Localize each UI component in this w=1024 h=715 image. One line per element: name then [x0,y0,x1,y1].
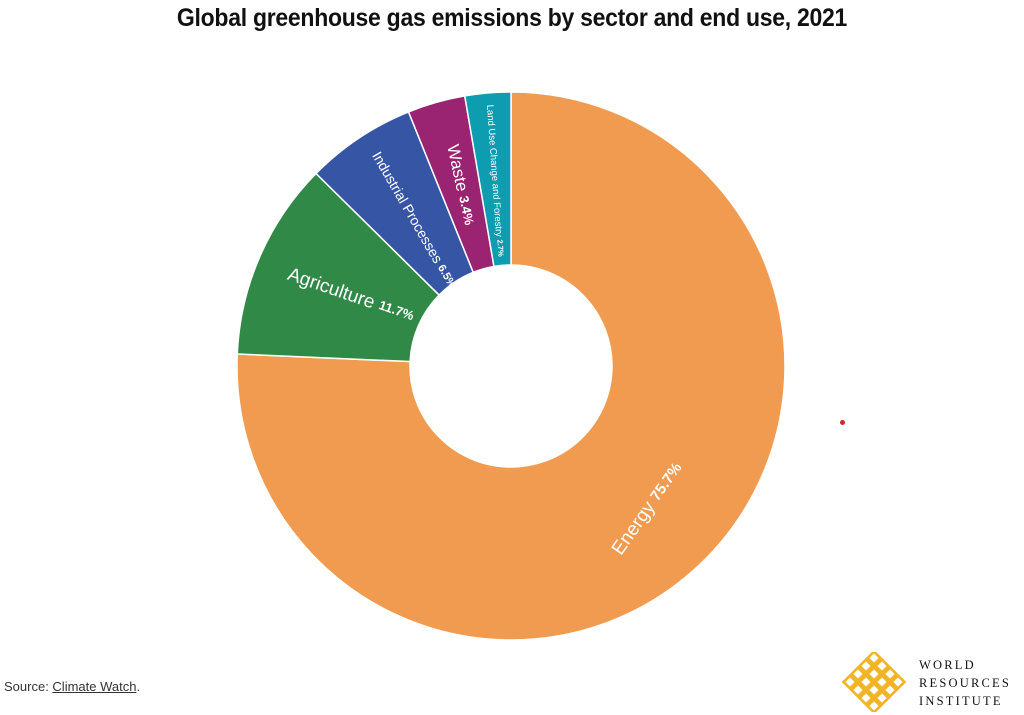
logo-weave-cell [873,657,891,675]
logo-weave-cell [865,652,883,667]
logo-weave-cell [857,689,875,707]
slices-layer [236,91,786,641]
logo-line-world: WORLD [919,658,976,672]
logo-weave-cell [842,673,859,691]
wri-woven-diamond-icon [842,652,906,712]
slice-value-land-use-change-and-forestry: 2.7% [495,239,505,257]
slice-value-waste: 3.4% [456,194,477,227]
logo-weave-cell [849,681,867,699]
logo-weave-cell [881,681,899,699]
logo-weave-cell [865,697,883,712]
source-prefix: Source: [4,679,53,694]
source-suffix: . [136,679,141,694]
red-marker-dot [840,420,845,425]
logo-weave-cell [881,665,899,683]
logo-weave-cell [865,681,883,699]
wri-logo[interactable]: WORLD RESOURCES INSTITUTE [842,652,1022,712]
source-link-climate-watch[interactable]: Climate Watch [52,679,137,694]
logo-weave-cell [857,657,875,675]
slice-energy[interactable] [236,91,786,641]
slice-land-use-change-and-forestry[interactable] [463,91,512,268]
logo-weave-cell [873,689,891,707]
logo-line-institute: INSTITUTE [919,694,1003,708]
logo-weave-cell [857,673,875,691]
chart-title: Global greenhouse gas emissions by secto… [176,4,848,32]
logo-weave-cell [889,673,906,691]
logo-weave-cell [865,665,883,683]
slice-agriculture[interactable] [236,172,441,363]
wri-logo-text: WORLD RESOURCES INSTITUTE [919,656,1011,710]
logo-line-resources: RESOURCES [919,676,1012,690]
logo-weave-cell [873,673,891,691]
source-note: Source: Climate Watch. [4,679,140,694]
logo-weave-cell [849,665,867,683]
